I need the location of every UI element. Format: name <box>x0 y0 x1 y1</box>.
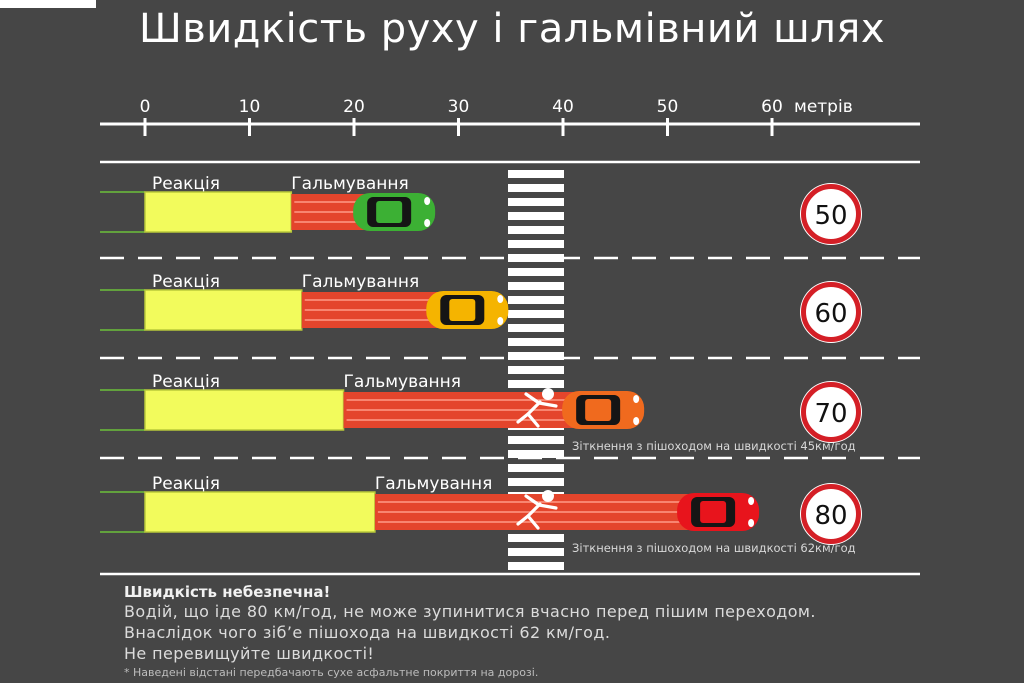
car-headlight <box>748 519 755 527</box>
braking-label: Гальмування <box>291 174 408 194</box>
speed-sign-value: 70 <box>814 399 847 429</box>
car-80 <box>677 493 760 531</box>
car-roof-panel <box>376 201 403 223</box>
pedestrian-legs <box>516 514 540 530</box>
reaction-bar <box>144 289 303 331</box>
crosswalk-stripe <box>508 212 564 220</box>
speed-sign-ring <box>801 484 861 544</box>
car-headlight <box>497 295 504 303</box>
pedestrian-icon <box>516 490 558 530</box>
pedestrian-legs <box>516 412 540 428</box>
car-headlight <box>424 197 431 205</box>
crosswalk-stripe <box>508 310 564 318</box>
crosswalk-stripe <box>508 450 564 458</box>
car-headlight <box>633 417 640 425</box>
pedestrian-arms <box>524 494 558 510</box>
crosswalk-stripe <box>508 352 564 360</box>
speed-sign-value: 60 <box>814 299 847 329</box>
pedestrian-head <box>542 388 554 400</box>
speed-sign-ring <box>801 282 861 342</box>
car-60 <box>426 291 509 329</box>
ruler-tick-label: 60 <box>761 97 783 117</box>
crosswalk-stripe <box>508 548 564 556</box>
pedestrian-arms <box>524 392 558 408</box>
footer-heading: Швидкість небезпечна! <box>124 583 331 601</box>
speed-sign-ring <box>801 184 861 244</box>
ruler-unit-label: метрів <box>794 97 853 117</box>
footer-line-2: Внаслідок чого зіб’е пішохода на швидкос… <box>124 623 611 642</box>
collision-note: Зіткнення з пішоходом на швидкості 45км/… <box>572 439 856 453</box>
ruler-tick-label: 50 <box>657 97 679 117</box>
crosswalk-stripe <box>508 296 564 304</box>
crosswalk-stripe <box>508 562 564 570</box>
crosswalk-stripe <box>508 436 564 444</box>
pedestrian-icon <box>516 388 558 428</box>
footer-text: Швидкість небезпечна! Водій, що іде 80 к… <box>124 583 816 679</box>
footer-line-1: Водій, що іде 80 км/год, не може зупинит… <box>124 602 816 621</box>
car-headlight <box>748 497 755 505</box>
crosswalk-stripe <box>508 170 564 178</box>
crosswalk-stripe <box>508 534 564 542</box>
speed-sign-value: 50 <box>814 201 847 231</box>
reaction-label: Реакція <box>152 272 220 292</box>
reaction-label: Реакція <box>152 474 220 494</box>
car-70 <box>562 391 645 429</box>
braking-label: Гальмування <box>344 372 461 392</box>
pedestrian-head <box>542 490 554 502</box>
braking-label: Гальмування <box>375 474 492 494</box>
reaction-label: Реакція <box>152 372 220 392</box>
reaction-bar <box>144 191 293 233</box>
crosswalk-stripe <box>508 254 564 262</box>
car-headlight <box>497 317 504 325</box>
crosswalk-stripe <box>508 268 564 276</box>
speed-sign-ring <box>801 382 861 442</box>
crosswalk-stripe <box>508 464 564 472</box>
car-roof-panel <box>585 399 612 421</box>
collision-note: Зіткнення з пішоходом на швидкості 62км/… <box>572 541 856 555</box>
car-headlight <box>633 395 640 403</box>
crosswalk-stripe <box>508 184 564 192</box>
speed-sign-value: 80 <box>814 501 847 531</box>
crosswalk-stripe <box>508 226 564 234</box>
footer-line-3: Не перевищуйте швидкості! <box>124 644 375 663</box>
crosswalk-stripe <box>508 324 564 332</box>
ruler-tick-label: 20 <box>343 97 365 117</box>
ruler-tick-label: 40 <box>552 97 574 117</box>
crosswalk-stripe <box>508 338 564 346</box>
ruler-tick-label: 30 <box>448 97 470 117</box>
crosswalk-stripe <box>508 366 564 374</box>
reaction-bar <box>144 389 345 431</box>
reaction-label: Реакція <box>152 174 220 194</box>
reaction-bar <box>144 491 376 533</box>
page-title: Швидкість руху і гальмівний шлях <box>138 6 886 52</box>
crosswalk-stripe <box>508 282 564 290</box>
crosswalk-stripe <box>508 198 564 206</box>
footer-note: * Наведені відстані передбачають сухе ас… <box>124 666 539 679</box>
crosswalk-stripe <box>508 240 564 248</box>
car-roof-panel <box>449 299 476 321</box>
corner-strip <box>0 0 96 8</box>
ruler-tick-label: 0 <box>140 97 151 117</box>
car-roof-panel <box>700 501 727 523</box>
braking-label: Гальмування <box>302 272 419 292</box>
crosswalk-stripe <box>508 380 564 388</box>
car-50 <box>353 193 436 231</box>
car-headlight <box>424 219 431 227</box>
crosswalk-stripe <box>508 478 564 486</box>
ruler-tick-label: 10 <box>239 97 261 117</box>
